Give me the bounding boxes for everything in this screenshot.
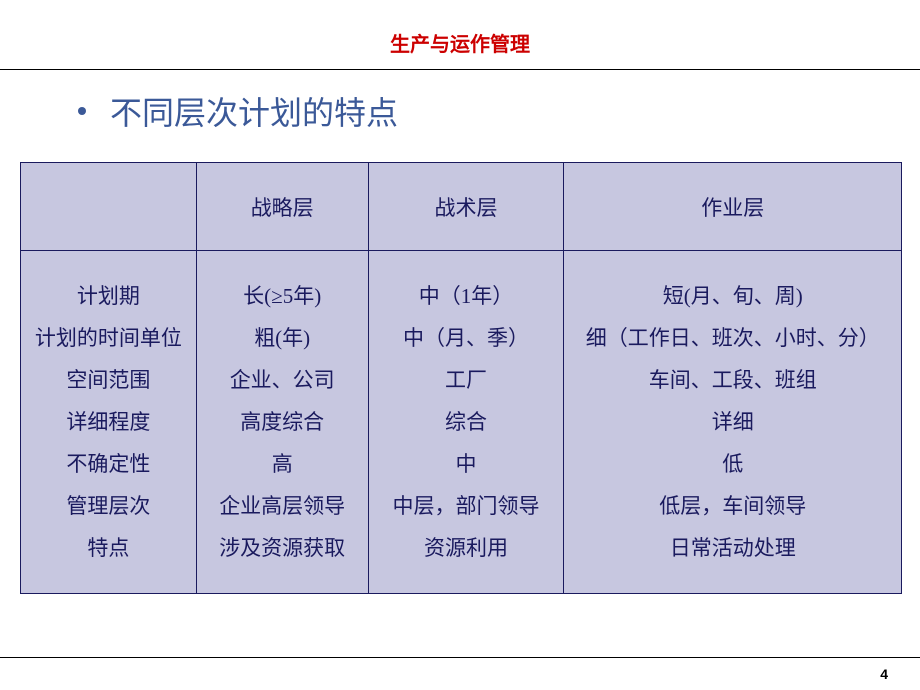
cell-value: 详细 <box>570 401 895 443</box>
page-number: 4 <box>880 666 888 682</box>
bullet-icon <box>78 107 86 115</box>
table-header-row: 战略层 战术层 作业层 <box>21 163 902 251</box>
cell-value: 车间、工段、班组 <box>570 359 895 401</box>
page-header-title: 生产与运作管理 <box>0 0 920 69</box>
cell-value: 综合 <box>375 401 558 443</box>
table-header-empty <box>21 163 197 251</box>
footer-divider <box>0 657 920 658</box>
cell-value: 日常活动处理 <box>570 527 895 569</box>
table-header-operational: 作业层 <box>564 163 902 251</box>
table-header-tactical: 战术层 <box>368 163 564 251</box>
table-header-strategic: 战略层 <box>196 163 368 251</box>
cell-value: 低 <box>570 443 895 485</box>
planning-levels-table: 战略层 战术层 作业层 计划期 计划的时间单位 空间范围 详细程度 不确定性 管… <box>20 162 902 594</box>
cell-value: 中（1年） <box>375 275 558 317</box>
cell-value: 粗(年) <box>203 317 362 359</box>
cell-value: 企业高层领导 <box>203 485 362 527</box>
header-divider <box>0 69 920 70</box>
cell-value: 企业、公司 <box>203 359 362 401</box>
cell-value: 资源利用 <box>375 527 558 569</box>
bullet-text: 不同层次计划的特点 <box>110 88 398 134</box>
cell-value: 高 <box>203 443 362 485</box>
table-operational-cell: 短(月、旬、周) 细（工作日、班次、小时、分） 车间、工段、班组 详细 低 低层… <box>564 251 902 594</box>
cell-value: 细（工作日、班次、小时、分） <box>570 317 895 359</box>
cell-value: 中层，部门领导 <box>375 485 558 527</box>
cell-value: 中（月、季） <box>375 317 558 359</box>
cell-value: 工厂 <box>375 359 558 401</box>
table-strategic-cell: 长(≥5年) 粗(年) 企业、公司 高度综合 高 企业高层领导 涉及资源获取 <box>196 251 368 594</box>
row-label: 详细程度 <box>27 401 190 443</box>
row-label: 计划的时间单位 <box>27 317 190 359</box>
row-label: 计划期 <box>27 275 190 317</box>
row-label: 空间范围 <box>27 359 190 401</box>
table-tactical-cell: 中（1年） 中（月、季） 工厂 综合 中 中层，部门领导 资源利用 <box>368 251 564 594</box>
cell-value: 长(≥5年) <box>203 275 362 317</box>
bullet-heading: 不同层次计划的特点 <box>78 88 920 134</box>
cell-value: 中 <box>375 443 558 485</box>
row-label: 不确定性 <box>27 443 190 485</box>
cell-value: 涉及资源获取 <box>203 527 362 569</box>
cell-value: 高度综合 <box>203 401 362 443</box>
cell-value: 低层，车间领导 <box>570 485 895 527</box>
table-body-row: 计划期 计划的时间单位 空间范围 详细程度 不确定性 管理层次 特点 长(≥5年… <box>21 251 902 594</box>
cell-value: 短(月、旬、周) <box>570 275 895 317</box>
row-label: 特点 <box>27 527 190 569</box>
row-label: 管理层次 <box>27 485 190 527</box>
table-row-labels-cell: 计划期 计划的时间单位 空间范围 详细程度 不确定性 管理层次 特点 <box>21 251 197 594</box>
